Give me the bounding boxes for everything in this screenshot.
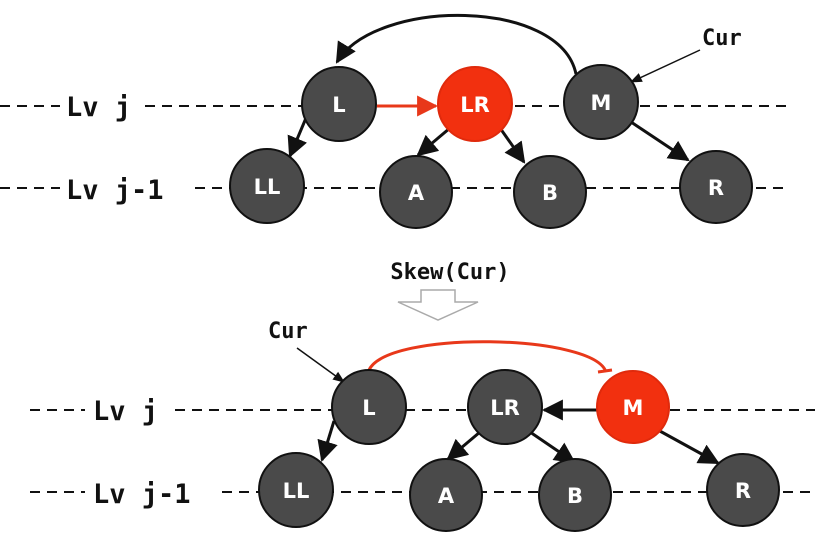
bottom-node-l: L bbox=[331, 369, 407, 445]
bottom-diagram: Lv j Lv j-1 L LR M LL A bbox=[30, 319, 815, 532]
top-cur-label: Cur bbox=[702, 26, 742, 51]
transition: Skew(Cur) bbox=[390, 260, 510, 321]
top-node-a: A bbox=[379, 155, 453, 229]
top-edge-m-to-r bbox=[627, 118, 690, 162]
bottom-node-b: B bbox=[538, 458, 612, 532]
bottom-cur-label: Cur bbox=[268, 319, 308, 344]
bottom-node-r: R bbox=[706, 453, 780, 527]
top-node-ll: LL bbox=[229, 148, 305, 224]
top-node-b: B bbox=[513, 155, 587, 229]
top-node-r-label: R bbox=[708, 176, 724, 200]
bottom-node-m-label: M bbox=[623, 396, 644, 420]
top-node-m-label: M bbox=[591, 91, 612, 115]
bottom-node-r-label: R bbox=[735, 479, 751, 503]
top-edge-m-to-l-curve bbox=[335, 13, 578, 75]
bottom-node-m: M bbox=[596, 370, 670, 444]
top-node-l: L bbox=[301, 66, 377, 142]
bottom-level-j-label: Lv j bbox=[93, 396, 158, 427]
bottom-red-curve-l-to-m bbox=[367, 340, 608, 373]
bottom-node-a-label: A bbox=[438, 484, 455, 508]
bottom-edge-m-to-r bbox=[657, 428, 720, 465]
transition-label: Skew(Cur) bbox=[390, 260, 509, 285]
bottom-cur-pointer bbox=[296, 347, 345, 383]
top-node-ll-label: LL bbox=[254, 175, 281, 199]
top-node-lr: LR bbox=[437, 66, 513, 142]
top-level-j-label: Lv j bbox=[66, 92, 131, 123]
bottom-node-a: A bbox=[409, 458, 483, 532]
top-edge-l-to-ll bbox=[287, 117, 308, 158]
bottom-node-l-label: L bbox=[362, 396, 375, 420]
bottom-edge-lr-to-b bbox=[529, 430, 576, 464]
down-arrow-icon bbox=[397, 289, 479, 321]
top-edge-lr-to-a bbox=[416, 126, 451, 157]
bottom-level-j1-label: Lv j-1 bbox=[93, 479, 191, 510]
top-edge-lr-to-b bbox=[498, 127, 526, 164]
top-cur-pointer bbox=[629, 49, 701, 83]
bottom-node-lr-label: LR bbox=[490, 396, 520, 420]
top-level-j1-label: Lv j-1 bbox=[66, 175, 164, 206]
top-node-r: R bbox=[679, 150, 753, 224]
top-node-lr-label: LR bbox=[460, 93, 490, 117]
bottom-edge-lr-to-a bbox=[446, 430, 481, 461]
top-node-a-label: A bbox=[408, 181, 425, 205]
top-node-b-label: B bbox=[542, 181, 558, 205]
bottom-node-lr: LR bbox=[467, 369, 543, 445]
bottom-node-ll: LL bbox=[258, 452, 334, 528]
bottom-edge-l-to-ll bbox=[317, 420, 338, 463]
top-node-m: M bbox=[563, 64, 639, 140]
bottom-node-b-label: B bbox=[567, 484, 583, 508]
top-diagram: Lv j Lv j-1 L LR M LL A bbox=[0, 13, 790, 229]
bottom-node-ll-label: LL bbox=[283, 479, 310, 503]
bottom-red-curve-end-tick bbox=[597, 368, 613, 374]
top-node-l-label: L bbox=[332, 93, 345, 117]
